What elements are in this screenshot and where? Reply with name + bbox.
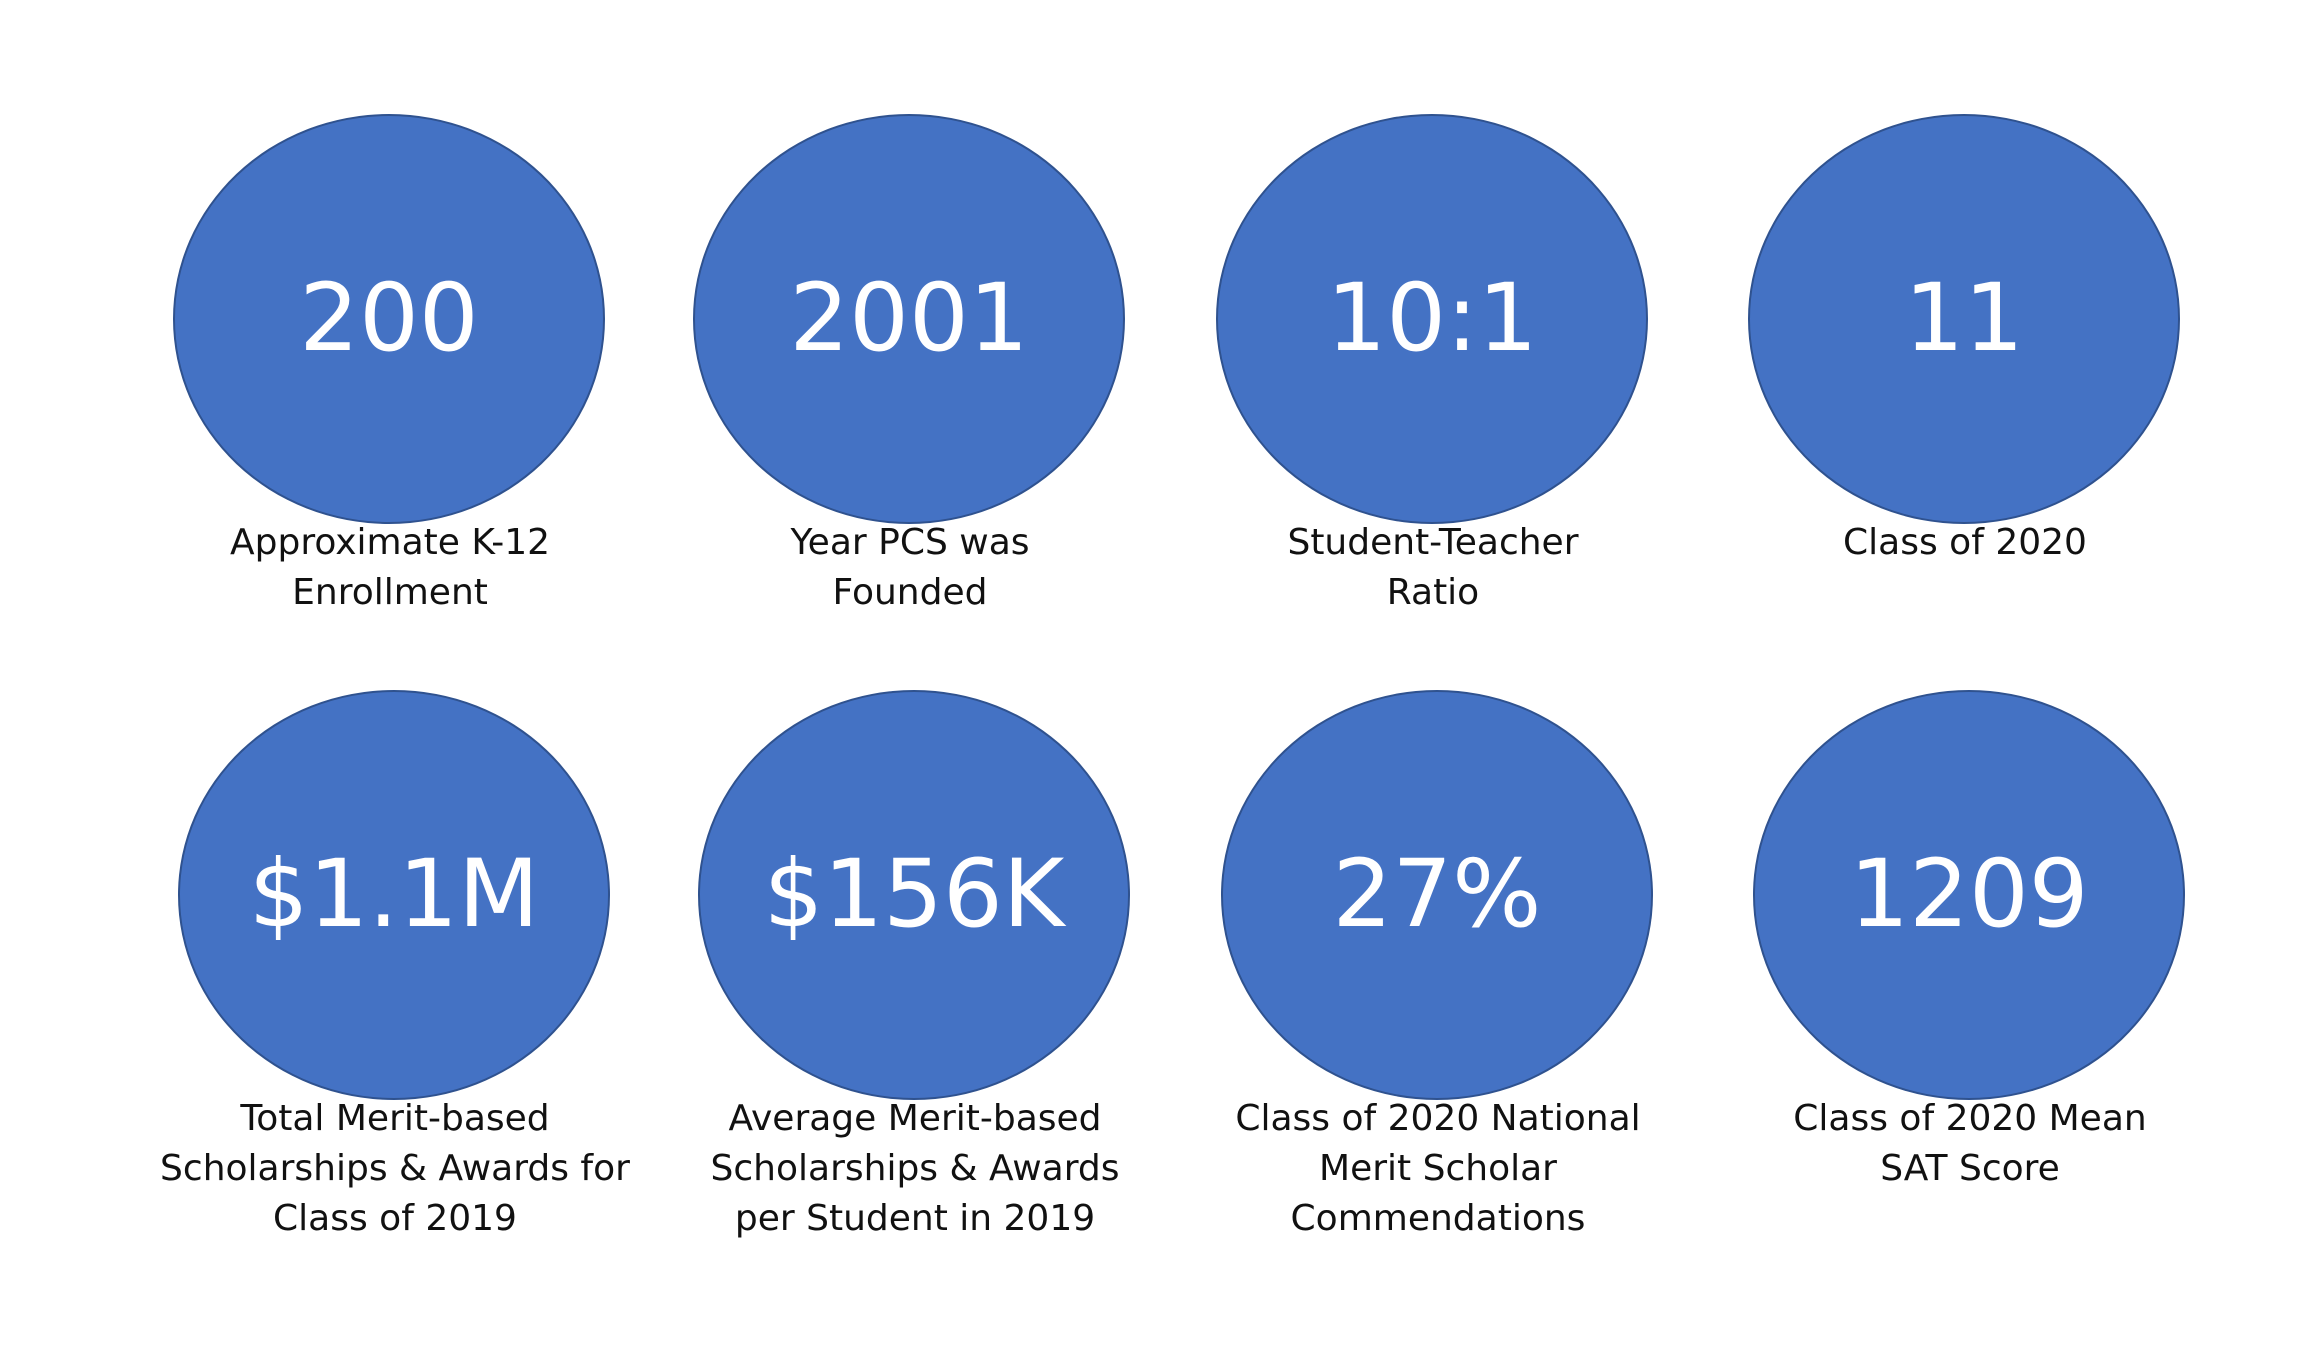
stat-circle: $1.1M	[178, 690, 610, 1100]
caption-line: Ratio	[1386, 572, 1480, 613]
caption-line: Scholarships & Awards	[710, 1148, 1120, 1189]
stat-value: $156K	[763, 840, 1065, 949]
stat-caption: Approximate K-12 Enrollment	[130, 518, 650, 618]
stat-value: 27%	[1332, 840, 1542, 949]
stat-circle: 11	[1748, 114, 2180, 524]
caption-line: Class of 2019	[273, 1198, 517, 1239]
caption-line: Class of 2020 National	[1235, 1098, 1641, 1139]
stat-value: $1.1M	[248, 840, 540, 949]
caption-line: Class of 2020	[1843, 522, 2087, 563]
stat-circle: 10:1	[1216, 114, 1648, 524]
caption-line: per Student in 2019	[734, 1198, 1096, 1239]
caption-line: Student-Teacher	[1287, 522, 1579, 563]
caption-line: Total Merit-based	[240, 1098, 550, 1139]
stat-circle: 200	[173, 114, 605, 524]
stat-caption: Class of 2020	[1705, 518, 2225, 568]
stat-caption: Class of 2020 National Merit Scholar Com…	[1178, 1094, 1698, 1244]
stat-value: 200	[299, 264, 479, 373]
stat-value: 1209	[1849, 840, 2089, 949]
stat-caption: Year PCS was Founded	[650, 518, 1170, 618]
stat-circle: 27%	[1221, 690, 1653, 1100]
caption-line: Commendations	[1290, 1198, 1586, 1239]
stat-circle: 2001	[693, 114, 1125, 524]
stat-circle: $156K	[698, 690, 1130, 1100]
caption-line: Year PCS was	[790, 522, 1030, 563]
caption-line: Scholarships & Awards for	[160, 1148, 630, 1189]
stat-value: 2001	[789, 264, 1029, 373]
caption-line: Enrollment	[292, 572, 488, 613]
caption-line: Founded	[832, 572, 988, 613]
stat-value: 11	[1904, 264, 2024, 373]
caption-line: Class of 2020 Mean	[1793, 1098, 2147, 1139]
caption-line: Approximate K-12	[229, 522, 551, 563]
stat-caption: Class of 2020 Mean SAT Score	[1710, 1094, 2230, 1194]
caption-line: Merit Scholar	[1319, 1148, 1557, 1189]
stat-caption: Total Merit-based Scholarships & Awards …	[135, 1094, 655, 1244]
stat-circle: 1209	[1753, 690, 2185, 1100]
stat-value: 10:1	[1326, 264, 1538, 373]
stat-caption: Student-Teacher Ratio	[1173, 518, 1693, 618]
stat-caption: Average Merit-based Scholarships & Award…	[655, 1094, 1175, 1244]
caption-line: SAT Score	[1880, 1148, 2060, 1189]
caption-line: Average Merit-based	[728, 1098, 1102, 1139]
